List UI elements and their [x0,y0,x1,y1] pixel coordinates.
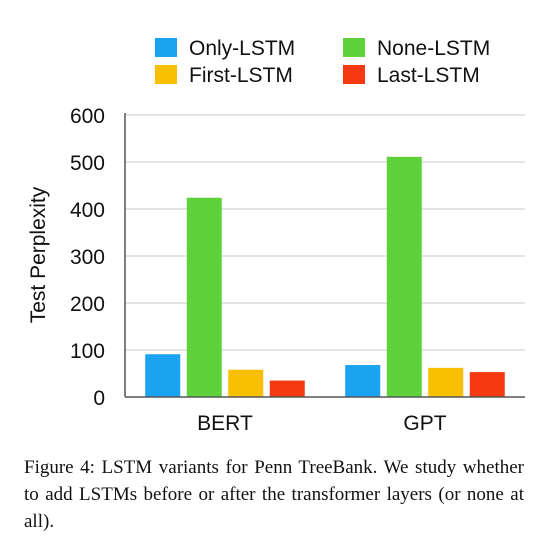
y-tick-label: 200 [70,293,105,316]
x-axis-ticks: BERT GPT [197,412,447,435]
y-tick-label: 500 [70,152,105,175]
legend-item-only-lstm: Only-LSTM [155,37,295,60]
legend-item-last-lstm: Last-LSTM [343,64,480,87]
bar-first-lstm-bert [228,369,264,397]
axes [124,113,525,398]
legend-swatch [155,65,177,84]
y-axis-label: Test Perplexity [27,186,50,323]
bar-chart: Only-LSTM None-LSTM First-LSTM Last-LSTM 0 1… [27,37,525,435]
bars [145,156,505,397]
y-axis-ticks: 0 100 200 300 400 500 600 [70,105,105,410]
figure-caption: Figure 4: LSTM variants for Penn TreeBan… [24,457,524,532]
legend-label: None-LSTM [377,37,490,60]
y-tick-label: 300 [70,246,105,269]
bar-only-lstm-gpt [345,365,381,397]
x-tick-label: GPT [403,412,446,435]
legend-swatch [343,38,365,57]
bar-first-lstm-gpt [428,367,464,397]
legend-swatch [343,65,365,84]
legend-swatch [155,38,177,57]
x-tick-label: BERT [197,412,253,435]
y-tick-label: 600 [70,105,105,128]
y-tick-label: 0 [93,387,105,410]
bar-none-lstm-gpt [386,156,422,397]
bar-last-lstm-bert [269,380,305,397]
legend-item-none-lstm: None-LSTM [343,37,490,60]
bar-only-lstm-bert [145,354,181,397]
legend: Only-LSTM None-LSTM First-LSTM Last-LSTM [155,37,490,87]
y-tick-label: 100 [70,340,105,363]
bar-none-lstm-bert [186,197,222,397]
legend-label: Last-LSTM [377,64,480,87]
gridlines [125,114,525,351]
legend-label: Only-LSTM [189,37,295,60]
legend-label: First-LSTM [189,64,293,87]
bar-last-lstm-gpt [469,372,505,397]
y-tick-label: 400 [70,199,105,222]
legend-item-first-lstm: First-LSTM [155,64,293,87]
